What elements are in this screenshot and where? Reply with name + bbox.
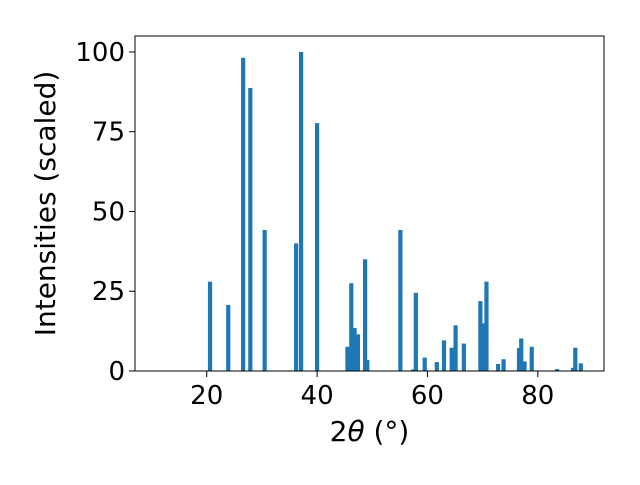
bar — [262, 229, 267, 371]
x-axis-label-main: 2 — [330, 415, 348, 448]
bar — [410, 369, 416, 371]
bar — [434, 362, 439, 371]
x-axis: 20 40 60 80 — [190, 371, 554, 411]
bar — [478, 301, 483, 371]
bar — [248, 88, 253, 371]
bar — [362, 259, 368, 371]
bar — [555, 369, 560, 371]
bar — [481, 323, 486, 371]
x-tick-label: 20 — [190, 381, 223, 411]
bar — [241, 57, 246, 371]
bar — [352, 327, 357, 371]
bar — [461, 343, 466, 371]
bar — [495, 363, 501, 371]
y-tick-label: 0 — [108, 357, 125, 387]
bar — [441, 340, 447, 371]
y-axis: 0 25 50 75 100 — [75, 38, 135, 387]
bar — [449, 347, 454, 371]
x-axis-label: 2θ (°) — [330, 415, 410, 448]
x-tick-label: 60 — [411, 381, 444, 411]
y-axis-label: Intensities (scaled) — [29, 71, 62, 337]
bar — [207, 281, 213, 371]
bar — [365, 359, 370, 371]
bar — [453, 325, 458, 371]
bar — [294, 243, 299, 371]
x-tick-label: 80 — [521, 381, 554, 411]
bar — [501, 359, 506, 371]
y-tick-label: 50 — [92, 197, 125, 227]
bar — [519, 338, 524, 371]
bar — [573, 347, 578, 371]
plot-frame — [134, 35, 605, 372]
bars-group — [207, 51, 583, 371]
bar — [298, 51, 304, 371]
bar — [226, 304, 231, 371]
bar — [345, 346, 350, 371]
y-tick-label: 75 — [92, 118, 125, 148]
x-tick-label: 40 — [301, 381, 334, 411]
bar — [314, 123, 320, 371]
bar — [571, 367, 576, 371]
x-axis-label-unit: (°) — [365, 415, 410, 448]
bar — [413, 292, 418, 371]
bar — [484, 281, 489, 371]
bar — [349, 283, 354, 371]
x-axis-label-theta: θ — [347, 415, 364, 448]
y-tick-label: 25 — [92, 277, 125, 307]
bar — [422, 357, 427, 371]
bar — [516, 348, 522, 371]
bar — [398, 229, 403, 371]
bar — [578, 363, 583, 371]
y-tick-label: 100 — [75, 38, 125, 68]
bar — [522, 361, 527, 371]
bar — [355, 334, 361, 371]
bar — [529, 346, 534, 371]
